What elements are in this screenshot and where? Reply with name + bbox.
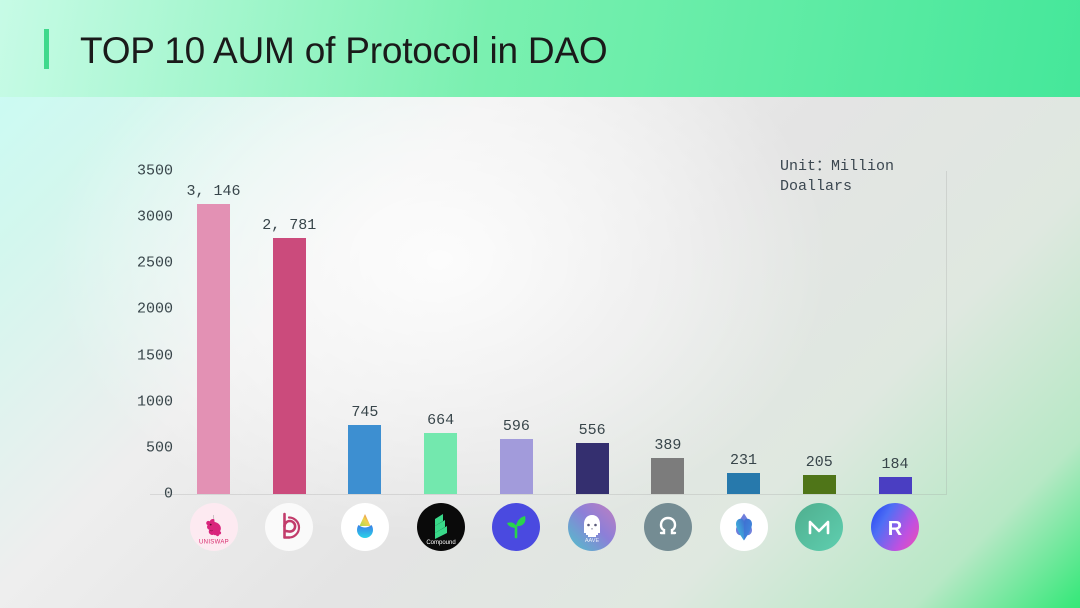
svg-text:R: R	[888, 518, 903, 540]
svg-text:AAVE: AAVE	[585, 538, 600, 544]
svg-text:Compound: Compound	[426, 540, 455, 546]
svg-text:UNISWAP: UNISWAP	[199, 540, 229, 546]
